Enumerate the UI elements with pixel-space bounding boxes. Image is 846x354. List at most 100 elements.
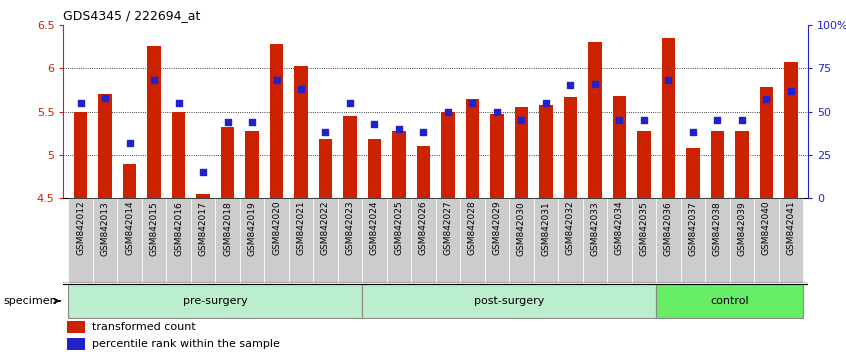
Point bbox=[441, 109, 454, 114]
Bar bbox=[343, 116, 357, 198]
Bar bbox=[69, 284, 362, 318]
Point bbox=[711, 118, 724, 123]
Bar bbox=[67, 321, 85, 333]
Point bbox=[221, 119, 234, 125]
Text: control: control bbox=[711, 296, 749, 306]
Text: GSM842021: GSM842021 bbox=[296, 201, 305, 256]
Bar bbox=[729, 198, 754, 283]
Point bbox=[686, 130, 700, 135]
Bar bbox=[411, 198, 436, 283]
Point bbox=[245, 119, 259, 125]
Bar bbox=[588, 42, 602, 198]
Text: post-surgery: post-surgery bbox=[474, 296, 544, 306]
Bar bbox=[387, 198, 411, 283]
Bar bbox=[686, 148, 700, 198]
Text: GSM842014: GSM842014 bbox=[125, 201, 134, 256]
Text: transformed count: transformed count bbox=[92, 322, 196, 332]
Text: pre-surgery: pre-surgery bbox=[183, 296, 248, 306]
Bar bbox=[514, 107, 528, 198]
Text: GSM842038: GSM842038 bbox=[713, 201, 722, 256]
Point bbox=[539, 100, 552, 105]
Point bbox=[514, 118, 528, 123]
Text: GSM842041: GSM842041 bbox=[786, 201, 795, 256]
Point bbox=[393, 126, 406, 132]
Bar bbox=[436, 198, 460, 283]
Bar bbox=[465, 98, 479, 198]
Bar bbox=[338, 198, 362, 283]
Bar bbox=[393, 131, 406, 198]
Bar bbox=[417, 146, 430, 198]
Bar bbox=[711, 131, 724, 198]
Bar bbox=[362, 284, 656, 318]
Text: GSM842026: GSM842026 bbox=[419, 201, 428, 256]
Bar bbox=[288, 198, 313, 283]
Bar bbox=[613, 96, 626, 198]
Bar bbox=[460, 198, 485, 283]
Point bbox=[172, 100, 185, 105]
Bar bbox=[142, 198, 167, 283]
Point bbox=[563, 82, 577, 88]
Text: GSM842035: GSM842035 bbox=[640, 201, 648, 256]
Bar bbox=[319, 139, 332, 198]
Bar bbox=[778, 198, 803, 283]
Bar bbox=[632, 198, 656, 283]
Bar bbox=[539, 104, 552, 198]
Bar bbox=[735, 131, 749, 198]
Bar bbox=[558, 198, 583, 283]
Point bbox=[417, 130, 431, 135]
Text: GSM842017: GSM842017 bbox=[199, 201, 207, 256]
Bar bbox=[656, 284, 803, 318]
Text: GSM842025: GSM842025 bbox=[394, 201, 404, 256]
Point bbox=[98, 95, 112, 101]
Text: GSM842016: GSM842016 bbox=[174, 201, 183, 256]
Bar bbox=[368, 139, 382, 198]
Bar bbox=[637, 131, 651, 198]
Point bbox=[784, 88, 798, 93]
Bar bbox=[784, 62, 798, 198]
Bar bbox=[490, 114, 503, 198]
Point bbox=[465, 100, 479, 105]
Point bbox=[147, 78, 161, 83]
Text: percentile rank within the sample: percentile rank within the sample bbox=[92, 339, 280, 349]
Bar bbox=[123, 164, 136, 198]
Text: GSM842027: GSM842027 bbox=[443, 201, 453, 256]
Point bbox=[662, 78, 675, 83]
Bar bbox=[172, 112, 185, 198]
Text: specimen: specimen bbox=[3, 296, 60, 306]
Bar bbox=[705, 198, 729, 283]
Bar bbox=[362, 198, 387, 283]
Text: GSM842024: GSM842024 bbox=[370, 201, 379, 255]
Bar bbox=[191, 198, 215, 283]
Text: GSM842040: GSM842040 bbox=[761, 201, 771, 256]
Point bbox=[735, 118, 749, 123]
Point bbox=[123, 140, 136, 145]
Text: GSM842023: GSM842023 bbox=[345, 201, 354, 256]
Bar bbox=[656, 198, 680, 283]
Bar bbox=[98, 94, 112, 198]
Text: GSM842012: GSM842012 bbox=[76, 201, 85, 256]
Bar bbox=[534, 198, 558, 283]
Bar bbox=[563, 97, 577, 198]
Point bbox=[613, 118, 626, 123]
Bar bbox=[680, 198, 705, 283]
Bar bbox=[754, 198, 778, 283]
Point bbox=[760, 97, 773, 102]
Bar bbox=[509, 198, 534, 283]
Text: GSM842020: GSM842020 bbox=[272, 201, 281, 256]
Bar bbox=[118, 198, 142, 283]
Point bbox=[74, 100, 87, 105]
Bar bbox=[196, 194, 210, 198]
Text: GSM842028: GSM842028 bbox=[468, 201, 477, 256]
Text: GSM842033: GSM842033 bbox=[591, 201, 599, 256]
Point bbox=[294, 86, 308, 92]
Text: GSM842013: GSM842013 bbox=[101, 201, 110, 256]
Bar bbox=[264, 198, 288, 283]
Bar bbox=[215, 198, 239, 283]
Bar bbox=[167, 198, 191, 283]
Text: GSM842018: GSM842018 bbox=[223, 201, 232, 256]
Bar bbox=[294, 65, 308, 198]
Text: GSM842037: GSM842037 bbox=[689, 201, 697, 256]
Text: GSM842019: GSM842019 bbox=[248, 201, 256, 256]
Point bbox=[637, 118, 651, 123]
Point bbox=[490, 109, 503, 114]
